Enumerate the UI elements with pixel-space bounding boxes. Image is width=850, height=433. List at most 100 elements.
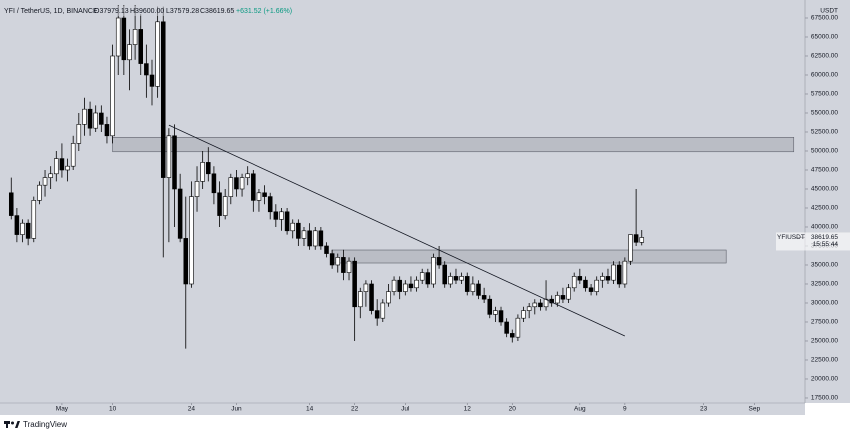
- candle-body: [228, 177, 234, 197]
- price-tag-countdown: 15:55:44: [813, 241, 839, 248]
- candle-body: [284, 211, 290, 232]
- candle-body: [144, 63, 149, 76]
- candle-body: [459, 276, 464, 281]
- candle-body: [521, 310, 526, 319]
- y-tick-label: 25000.00: [811, 338, 838, 345]
- candle-body: [296, 222, 301, 239]
- price-tag-symbol: YFIUSDT: [777, 234, 805, 241]
- candle-body: [470, 283, 476, 292]
- x-tick-label: 20: [509, 406, 517, 413]
- candle-body: [324, 245, 329, 254]
- x-tick-label: 10: [109, 406, 117, 413]
- candle-body: [172, 135, 177, 190]
- candle-body: [8, 192, 14, 216]
- zone: [112, 137, 795, 153]
- candle-body: [431, 257, 436, 285]
- candle-body: [588, 287, 594, 292]
- candle-body: [481, 295, 487, 300]
- candle-body: [155, 21, 160, 87]
- candle-body: [487, 298, 493, 315]
- candle-body: [538, 302, 543, 308]
- y-tick-label: 32500.00: [811, 281, 838, 288]
- candle-body: [177, 188, 183, 239]
- candle-body: [403, 283, 408, 292]
- x-tick-label: Aug: [574, 406, 586, 413]
- y-tick-label: 60000.00: [811, 72, 838, 79]
- footer-brand: TradingView: [23, 420, 67, 429]
- y-tick-label: 57500.00: [811, 91, 838, 98]
- candle-body: [65, 165, 70, 171]
- candle-body: [622, 260, 628, 285]
- x-tick-label: Sep: [749, 406, 761, 413]
- header-background: [2, 6, 272, 16]
- candle-body: [222, 196, 228, 216]
- zone: [331, 249, 727, 264]
- symbol-label: YFI / TetherUS, 1D, BINANCE: [4, 8, 98, 15]
- candle-body: [425, 272, 431, 285]
- candle-body: [121, 17, 127, 61]
- y-tick-label: 45000.00: [811, 186, 838, 193]
- candle-body: [448, 276, 453, 285]
- candle-body: [628, 234, 633, 262]
- candle-body: [54, 158, 59, 175]
- candle-body: [341, 257, 346, 273]
- x-tick-label: 22: [351, 406, 359, 413]
- candle-body: [87, 108, 93, 129]
- candle-body: [104, 124, 110, 137]
- candle-body: [363, 283, 369, 292]
- candle-body: [369, 283, 374, 311]
- candle-body: [566, 287, 571, 300]
- y-tick-label: 55000.00: [811, 110, 838, 117]
- candle-body: [419, 272, 425, 281]
- x-tick-label: 14: [306, 406, 314, 413]
- y-tick-label: 67500.00: [811, 15, 838, 22]
- candle-body: [329, 253, 335, 266]
- y-tick-label: 35000.00: [811, 262, 838, 269]
- candle-body: [414, 279, 419, 289]
- x-tick-label: 24: [188, 406, 196, 413]
- y-tick-label: 17500.00: [811, 395, 838, 402]
- close-label: C38619.65: [200, 8, 234, 15]
- price-tag-box: [776, 232, 850, 251]
- candle-body: [273, 211, 279, 220]
- candle-body: [93, 112, 98, 129]
- candle-body: [616, 264, 622, 285]
- candle-body: [262, 192, 267, 197]
- candle-body: [436, 257, 442, 266]
- trendline: [168, 124, 626, 337]
- y-tick-label: 52500.00: [811, 129, 838, 136]
- candle-body: [594, 279, 599, 292]
- candle-body: [386, 291, 391, 304]
- candle-body: [110, 55, 115, 137]
- low-label: L37579.28: [166, 8, 199, 15]
- candle-body: [571, 276, 577, 289]
- candle-body: [76, 124, 82, 144]
- candle-body: [194, 181, 200, 197]
- candle-body: [577, 276, 583, 281]
- x-tick-label: May: [56, 406, 69, 413]
- candle-body: [583, 279, 588, 289]
- candle-body: [639, 237, 645, 243]
- candle-body: [397, 279, 402, 292]
- candle-body: [515, 317, 521, 338]
- candle-body: [318, 230, 324, 247]
- candle-body: [555, 295, 560, 304]
- candle-body: [374, 310, 380, 319]
- candle-body: [504, 321, 509, 334]
- candle-body: [217, 192, 222, 216]
- candle-body: [301, 230, 307, 239]
- plot-background: [0, 0, 805, 403]
- high-label: H39600.00: [130, 8, 164, 15]
- candle-body: [453, 276, 459, 281]
- candle-body: [239, 177, 245, 190]
- x-tick-label: 23: [700, 406, 708, 413]
- candle-body: [358, 291, 363, 308]
- candle-body: [211, 173, 217, 194]
- candle-body: [189, 196, 194, 285]
- candle-body: [560, 295, 566, 300]
- candle-body: [611, 264, 616, 281]
- candle-body: [442, 264, 447, 285]
- open-label: O37979.13: [94, 8, 129, 15]
- candle-body: [251, 173, 256, 201]
- candle-body: [510, 333, 515, 338]
